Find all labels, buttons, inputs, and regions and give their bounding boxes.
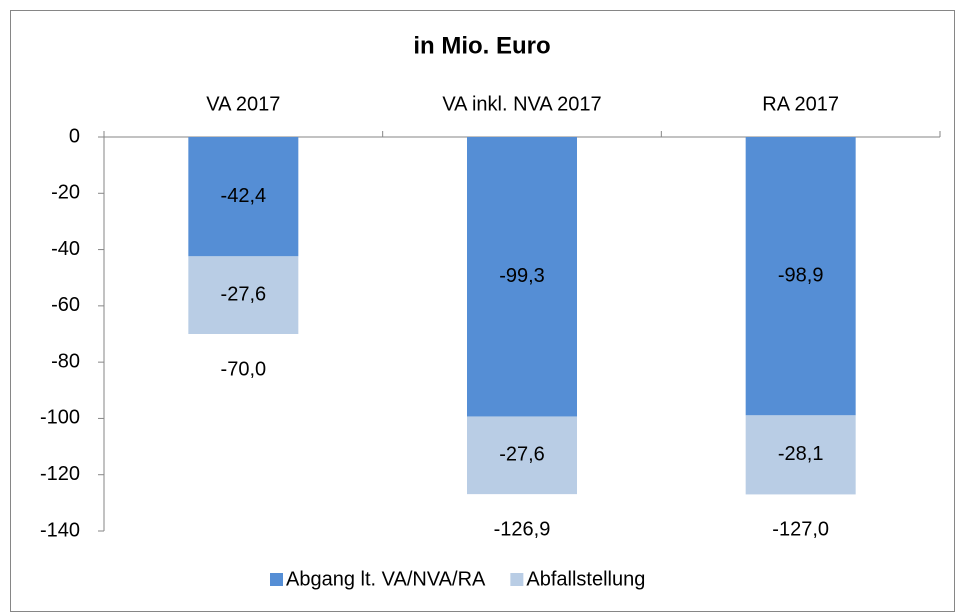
y-tick-label: -40 — [51, 238, 80, 260]
data-label: -27,6 — [499, 444, 545, 466]
x-tick-label: VA inkl. NVA 2017 — [442, 93, 601, 115]
bar-segment — [745, 137, 856, 416]
data-label: -28,1 — [778, 443, 824, 465]
bar-segment — [467, 137, 577, 417]
y-tick-label: -80 — [51, 350, 80, 372]
data-label: -99,3 — [499, 265, 545, 287]
y-tick-label: -20 — [51, 182, 80, 204]
legend-label: Abgang lt. VA/NVA/RA — [286, 568, 486, 590]
legend-swatch — [510, 573, 524, 586]
y-tick-label: -100 — [40, 407, 80, 429]
y-tick-label: -140 — [40, 519, 80, 541]
bar-segment — [745, 415, 856, 495]
total-label: -70,0 — [221, 358, 267, 380]
x-tick-label: VA 2017 — [206, 93, 280, 115]
data-label: -27,6 — [221, 283, 267, 305]
total-label: -127,0 — [772, 519, 829, 541]
chart-title: in Mio. Euro — [413, 32, 550, 59]
legend-swatch — [270, 573, 283, 586]
total-label: -126,9 — [494, 518, 551, 540]
legend-label: Abfallstellung — [526, 568, 645, 590]
data-label: -42,4 — [221, 185, 267, 207]
chart-border — [10, 10, 955, 612]
data-label: -98,9 — [778, 264, 824, 286]
y-tick-label: -120 — [40, 463, 80, 485]
y-tick-label: -60 — [51, 294, 80, 316]
bar-segment — [188, 137, 299, 257]
x-tick-label: RA 2017 — [762, 93, 839, 115]
bar-segment — [467, 416, 577, 495]
y-tick-label: 0 — [69, 125, 80, 147]
bar-segment — [188, 256, 299, 334]
